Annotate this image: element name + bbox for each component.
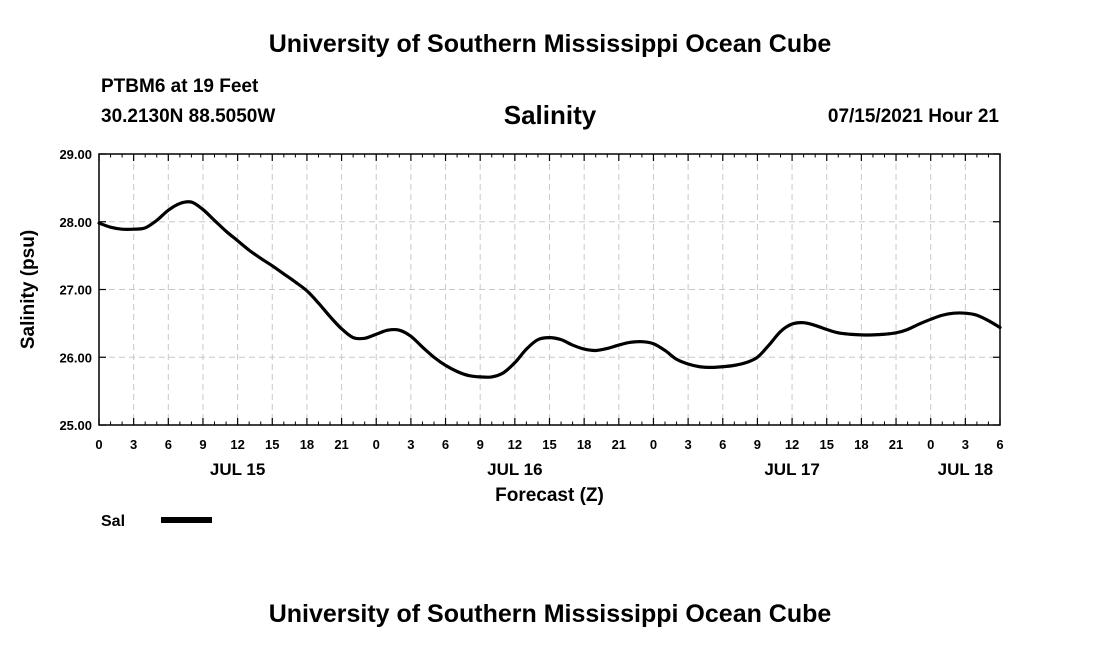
station-label: PTBM6 at 19 Feet [101, 76, 259, 97]
grid-lines [99, 154, 1000, 425]
series-layer [97, 200, 1002, 379]
day-label: JUL 16 [487, 460, 542, 479]
x-tick-label: 6 [719, 437, 726, 452]
chart-top-title: University of Southern Mississippi Ocean… [268, 30, 832, 58]
day-label: JUL 17 [764, 460, 819, 479]
x-tick-label: 21 [612, 437, 626, 452]
x-tick-label: 0 [95, 437, 102, 452]
coordinates-label: 30.2130N 88.5050W [101, 106, 276, 127]
x-tick-label: 3 [407, 437, 414, 452]
chart-bottom-title: University of Southern Mississippi Ocean… [268, 600, 832, 628]
y-tick-label: 25.00 [59, 418, 92, 433]
x-tick-label: 12 [508, 437, 522, 452]
y-tick-label: 26.00 [59, 350, 92, 365]
y-tick-label: 28.00 [59, 215, 92, 230]
x-tick-label: 0 [373, 437, 380, 452]
x-tick-label: 6 [442, 437, 449, 452]
axis-labels: 0 3 6 9 12 15 18 21 0 3 6 9 12 15 18 21 0 3 6 9 12 15 18 21 0 3 6 2… [59, 147, 1003, 479]
x-tick-label: 9 [199, 437, 206, 452]
x-tick-label: 12 [785, 437, 799, 452]
axis-ticks [98, 153, 1001, 426]
x-tick-label: 3 [962, 437, 969, 452]
day-label: JUL 18 [938, 460, 993, 479]
x-tick-label: 18 [854, 437, 868, 452]
legend: Sal [101, 513, 212, 530]
x-tick-label: 15 [819, 437, 833, 452]
x-axis-title: Forecast (Z) [495, 485, 604, 506]
x-tick-label: 21 [334, 437, 348, 452]
x-tick-label: 6 [165, 437, 172, 452]
x-tick-label: 3 [684, 437, 691, 452]
x-tick-label: 12 [230, 437, 244, 452]
x-tick-label: 9 [477, 437, 484, 452]
legend-label-sal: Sal [101, 513, 125, 530]
x-tick-label: 15 [542, 437, 556, 452]
timestamp-label: 07/15/2021 Hour 21 [827, 106, 999, 127]
y-axis-title: Salinity (psu) [18, 230, 39, 349]
x-tick-label: 21 [889, 437, 903, 452]
x-tick-label: 15 [265, 437, 279, 452]
x-tick-label: 0 [927, 437, 934, 452]
x-tick-label: 9 [754, 437, 761, 452]
y-tick-label: 29.00 [59, 147, 92, 162]
series-line-sal [97, 200, 1002, 379]
y-tick-label: 27.00 [59, 283, 92, 298]
x-tick-label: 0 [650, 437, 657, 452]
x-tick-label: 18 [300, 437, 314, 452]
x-tick-label: 3 [130, 437, 137, 452]
day-label: JUL 15 [210, 460, 265, 479]
x-tick-label: 18 [577, 437, 591, 452]
parameter-title: Salinity [503, 100, 597, 130]
x-tick-label: 6 [996, 437, 1003, 452]
